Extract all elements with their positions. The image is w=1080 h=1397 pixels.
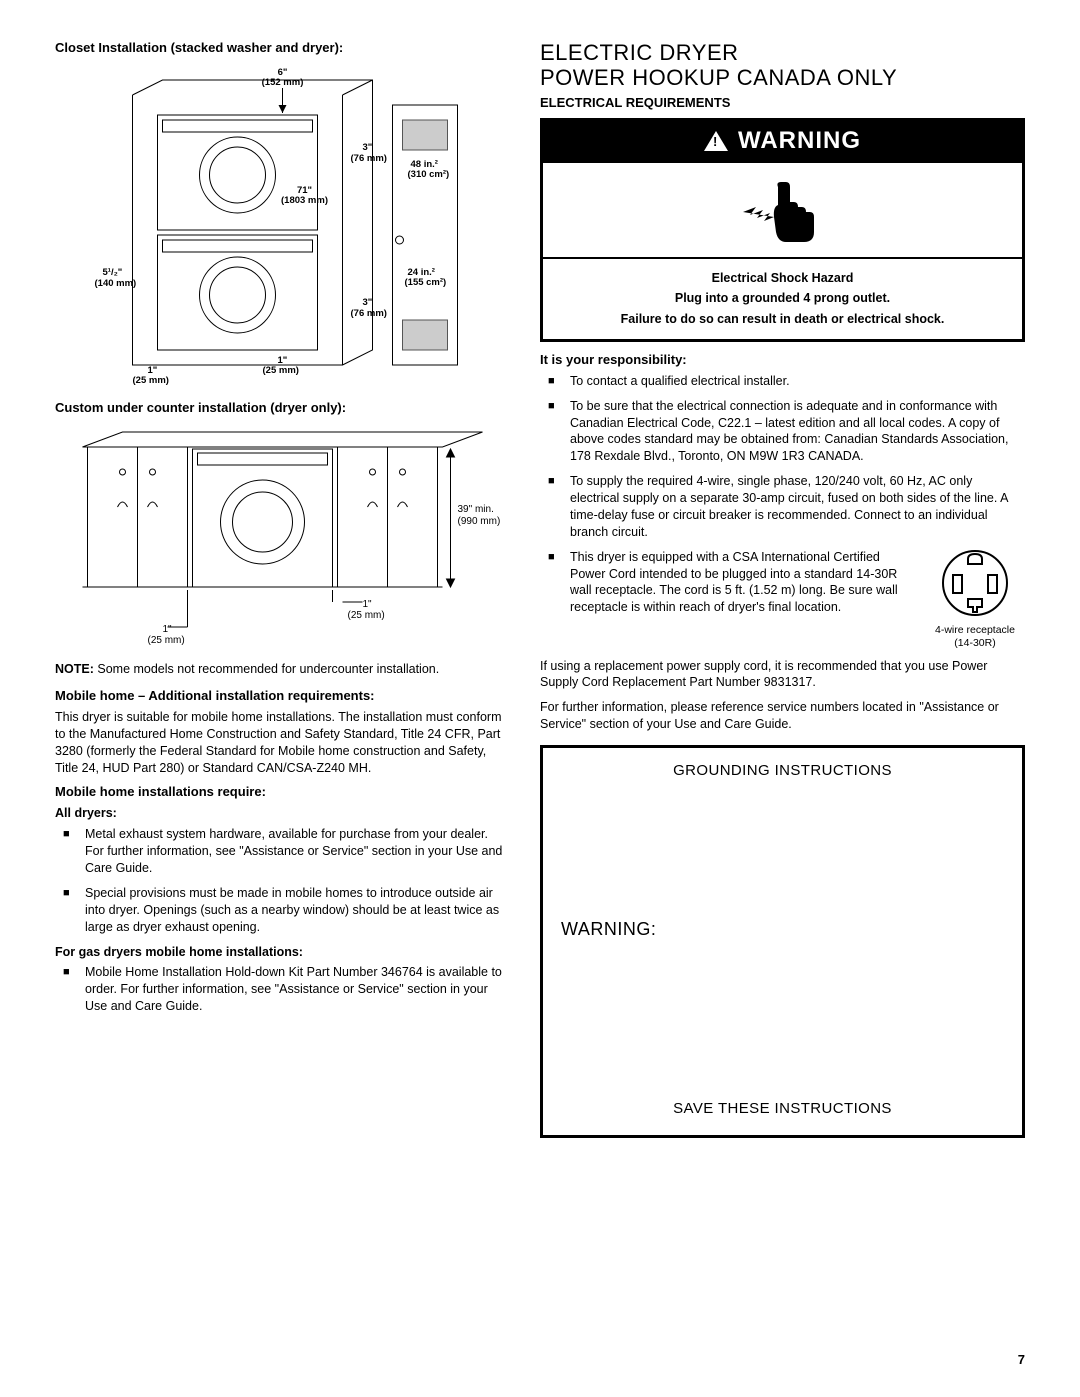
svg-text:(152 mm): (152 mm) bbox=[262, 77, 304, 88]
shock-hand-icon bbox=[543, 163, 1022, 257]
page-number: 7 bbox=[1018, 1352, 1025, 1367]
svg-text:(25 mm): (25 mm) bbox=[133, 375, 169, 385]
further-info-text: For further information, please referenc… bbox=[540, 699, 1025, 733]
list-item: Mobile Home Installation Hold-down Kit P… bbox=[85, 964, 510, 1015]
list-item: To contact a qualified electrical instal… bbox=[570, 373, 1025, 390]
save-instructions: SAVE THESE INSTRUCTIONS bbox=[561, 1100, 1004, 1117]
svg-text:3": 3" bbox=[363, 297, 373, 308]
undercounter-heading: Custom under counter installation (dryer… bbox=[55, 400, 510, 415]
list-item: Metal exhaust system hardware, available… bbox=[85, 826, 510, 877]
responsibility-list: To contact a qualified electrical instal… bbox=[540, 373, 1025, 650]
gas-dryers-list: Mobile Home Installation Hold-down Kit P… bbox=[55, 964, 510, 1015]
svg-text:(140 mm): (140 mm) bbox=[95, 278, 137, 289]
list-item: This dryer is equipped with a CSA Intern… bbox=[570, 549, 1025, 650]
svg-text:(310 cm²): (310 cm²) bbox=[408, 169, 450, 180]
mobile-require-heading: Mobile home installations require: bbox=[55, 784, 510, 799]
electrical-requirements-heading: ELECTRICAL REQUIREMENTS bbox=[540, 95, 1025, 110]
svg-text:(155 cm²): (155 cm²) bbox=[405, 277, 447, 288]
alert-triangle-icon bbox=[704, 131, 728, 151]
svg-text:(76 mm): (76 mm) bbox=[351, 153, 387, 164]
warning-header: WARNING bbox=[543, 121, 1022, 163]
receptacle-diagram: 4-wire receptacle (14-30R) bbox=[925, 549, 1025, 650]
all-dryers-list: Metal exhaust system hardware, available… bbox=[55, 826, 510, 935]
closet-heading: Closet Installation (stacked washer and … bbox=[55, 40, 510, 55]
list-item-text: This dryer is equipped with a CSA Intern… bbox=[570, 549, 913, 617]
svg-text:(25 mm): (25 mm) bbox=[348, 610, 385, 621]
svg-text:(25 mm): (25 mm) bbox=[148, 635, 185, 646]
svg-text:(990 mm): (990 mm) bbox=[458, 516, 501, 527]
replacement-cord-text: If using a replacement power supply cord… bbox=[540, 658, 1025, 692]
closet-diagram: 6" (152 mm) 3" (76 mm) 48 in.² (310 cm²)… bbox=[55, 65, 510, 385]
svg-text:5¹/₂": 5¹/₂" bbox=[103, 267, 123, 278]
section-title: ELECTRIC DRYER POWER HOOKUP CANADA ONLY bbox=[540, 40, 1025, 91]
warning-label: WARNING bbox=[738, 127, 861, 155]
undercounter-diagram: 39" min. (990 mm) 1" (25 mm) 1" (25 mm) bbox=[55, 427, 510, 652]
list-item: To be sure that the electrical connectio… bbox=[570, 398, 1025, 466]
warning-box: WARNING Electrical Shock Hazard Plug int… bbox=[540, 118, 1025, 342]
undercounter-note: NOTE: Some models not recommended for un… bbox=[55, 661, 510, 678]
svg-text:(1803 mm): (1803 mm) bbox=[281, 195, 328, 206]
list-item: Special provisions must be made in mobil… bbox=[85, 885, 510, 936]
svg-text:1": 1" bbox=[363, 599, 373, 610]
svg-text:39" min.: 39" min. bbox=[458, 504, 494, 515]
all-dryers-label: All dryers: bbox=[55, 805, 510, 822]
responsibility-heading: It is your responsibility: bbox=[540, 352, 1025, 367]
grounding-warning: WARNING: bbox=[561, 919, 1004, 940]
right-column: ELECTRIC DRYER POWER HOOKUP CANADA ONLY … bbox=[540, 40, 1025, 1138]
grounding-heading: GROUNDING INSTRUCTIONS bbox=[561, 762, 1004, 779]
grounding-box: GROUNDING INSTRUCTIONS WARNING: SAVE THE… bbox=[540, 745, 1025, 1138]
left-column: Closet Installation (stacked washer and … bbox=[55, 40, 510, 1138]
mobile-home-heading: Mobile home – Additional installation re… bbox=[55, 688, 510, 703]
svg-text:3": 3" bbox=[363, 142, 373, 153]
gas-dryers-label: For gas dryers mobile home installations… bbox=[55, 944, 510, 961]
svg-text:1": 1" bbox=[163, 624, 173, 635]
warning-text: Electrical Shock Hazard Plug into a grou… bbox=[543, 257, 1022, 339]
svg-text:(25 mm): (25 mm) bbox=[263, 365, 299, 376]
svg-text:(76 mm): (76 mm) bbox=[351, 308, 387, 319]
page-content: Closet Installation (stacked washer and … bbox=[55, 40, 1025, 1138]
list-item: To supply the required 4-wire, single ph… bbox=[570, 473, 1025, 541]
mobile-home-text: This dryer is suitable for mobile home i… bbox=[55, 709, 510, 777]
